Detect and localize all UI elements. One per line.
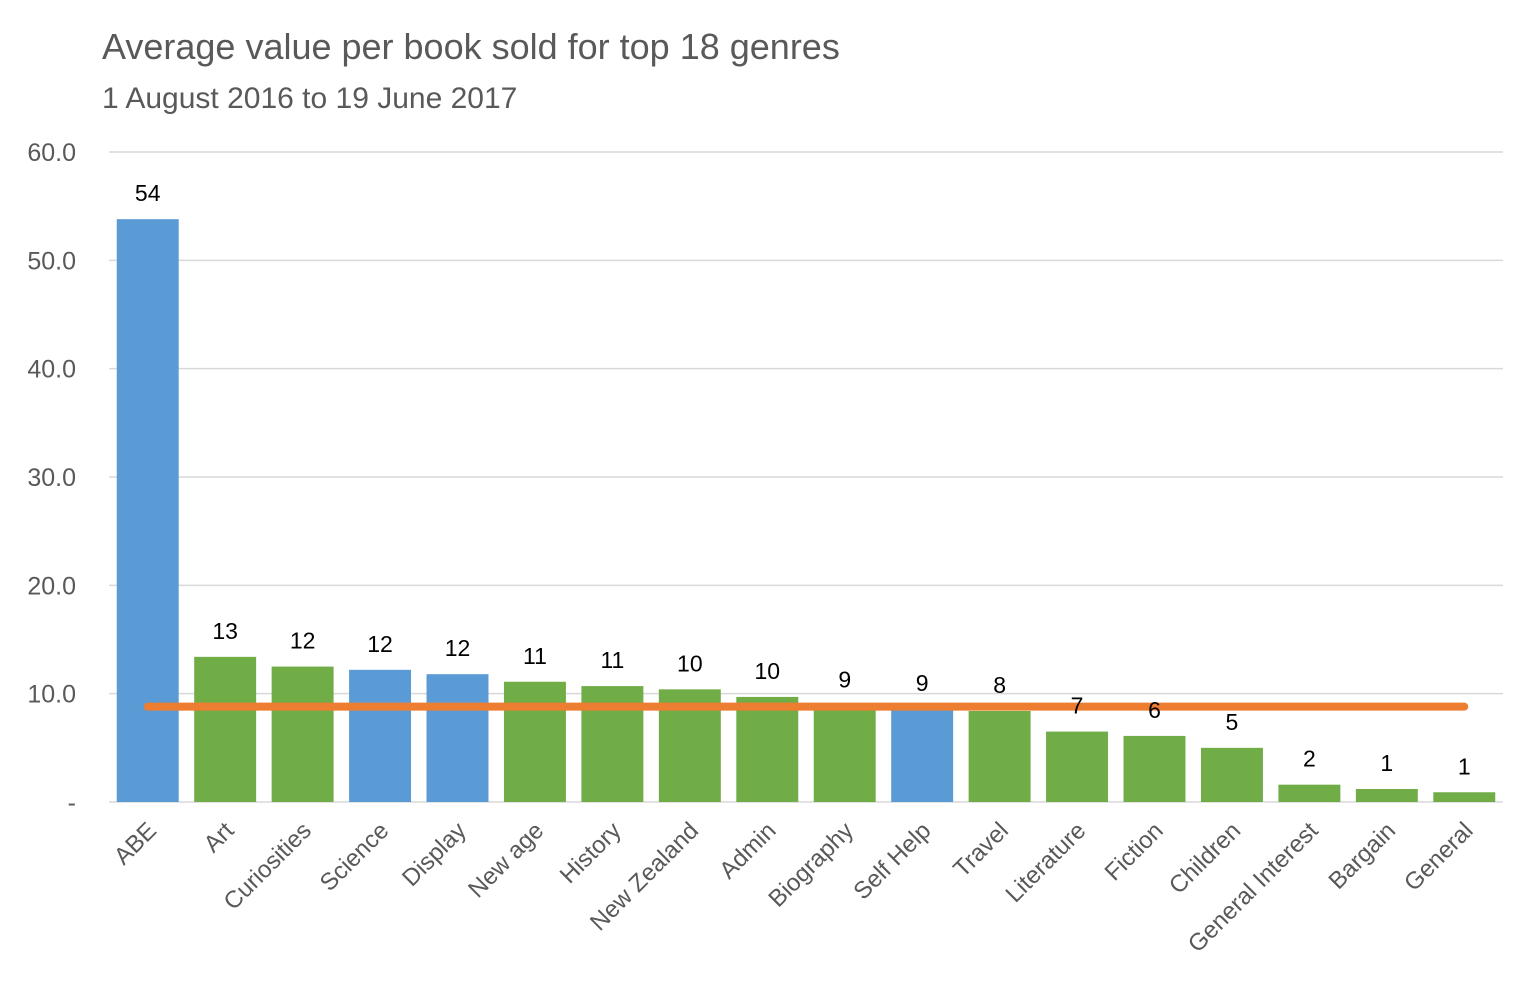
data-label: 12 [445, 635, 471, 661]
bar [503, 681, 566, 802]
y-tick-label: 10.0 [27, 681, 76, 709]
x-tick-label: History [555, 817, 627, 889]
data-label: 9 [838, 667, 851, 693]
x-tick-label: Fiction [1100, 817, 1169, 886]
y-tick-label: 50.0 [27, 247, 76, 275]
data-label: 9 [916, 670, 929, 696]
x-tick-label: Bargain [1323, 817, 1401, 895]
data-label: 10 [677, 650, 703, 676]
y-axis-ticks: - 10.0 20.0 30.0 40.0 50.0 60.0 [27, 139, 76, 817]
y-tick-label: - [68, 789, 76, 817]
x-tick-label: New age [463, 817, 549, 903]
x-tick-label: Travel [948, 817, 1014, 883]
x-tick-label: Science [315, 817, 394, 896]
y-tick-label: 30.0 [27, 464, 76, 492]
bar [968, 711, 1031, 802]
bar [426, 674, 489, 802]
data-label: 5 [1226, 709, 1239, 735]
bar [1200, 747, 1263, 802]
y-tick-label: 60.0 [27, 139, 76, 167]
y-tick-label: 40.0 [27, 356, 76, 384]
bar [1278, 784, 1341, 802]
data-label: 11 [523, 643, 547, 669]
x-tick-label: Admin [714, 817, 781, 884]
x-tick-label: Display [397, 817, 472, 892]
x-tick-label: General [1399, 817, 1478, 896]
chart-title: Average value per book sold for top 18 g… [102, 26, 840, 67]
data-label: 12 [290, 628, 316, 654]
data-label: 11 [600, 647, 624, 673]
data-label: 13 [212, 618, 238, 644]
x-tick-label: ABE [109, 817, 162, 870]
data-label: 1 [1380, 750, 1393, 776]
data-label: 54 [135, 180, 161, 206]
x-tick-label: Literature [1001, 817, 1092, 908]
y-tick-label: 20.0 [27, 572, 76, 600]
bar [349, 669, 412, 802]
bar [891, 708, 954, 802]
bar [1433, 792, 1496, 802]
data-label: 2 [1303, 746, 1316, 772]
bar [813, 705, 876, 802]
bar [271, 666, 334, 802]
chart-subtitle: 1 August 2016 to 19 June 2017 [102, 82, 518, 115]
data-label: 1 [1458, 753, 1471, 779]
bar [194, 656, 257, 802]
x-tick-label: Biography [763, 817, 859, 913]
bar [1123, 735, 1186, 802]
bar [736, 696, 799, 802]
data-label: 8 [993, 672, 1006, 698]
data-label: 6 [1148, 697, 1161, 723]
bar [1046, 731, 1109, 802]
data-label: 10 [754, 658, 780, 684]
x-tick-label: Art [199, 817, 240, 858]
bar [116, 219, 179, 802]
gridlines [109, 151, 1503, 803]
x-tick-label: General Interest [1183, 817, 1324, 958]
data-label: 12 [367, 631, 393, 657]
bars [116, 219, 1496, 802]
x-tick-label: Self Help [848, 817, 936, 905]
data-label: 7 [1071, 693, 1084, 719]
bar [1355, 789, 1418, 802]
